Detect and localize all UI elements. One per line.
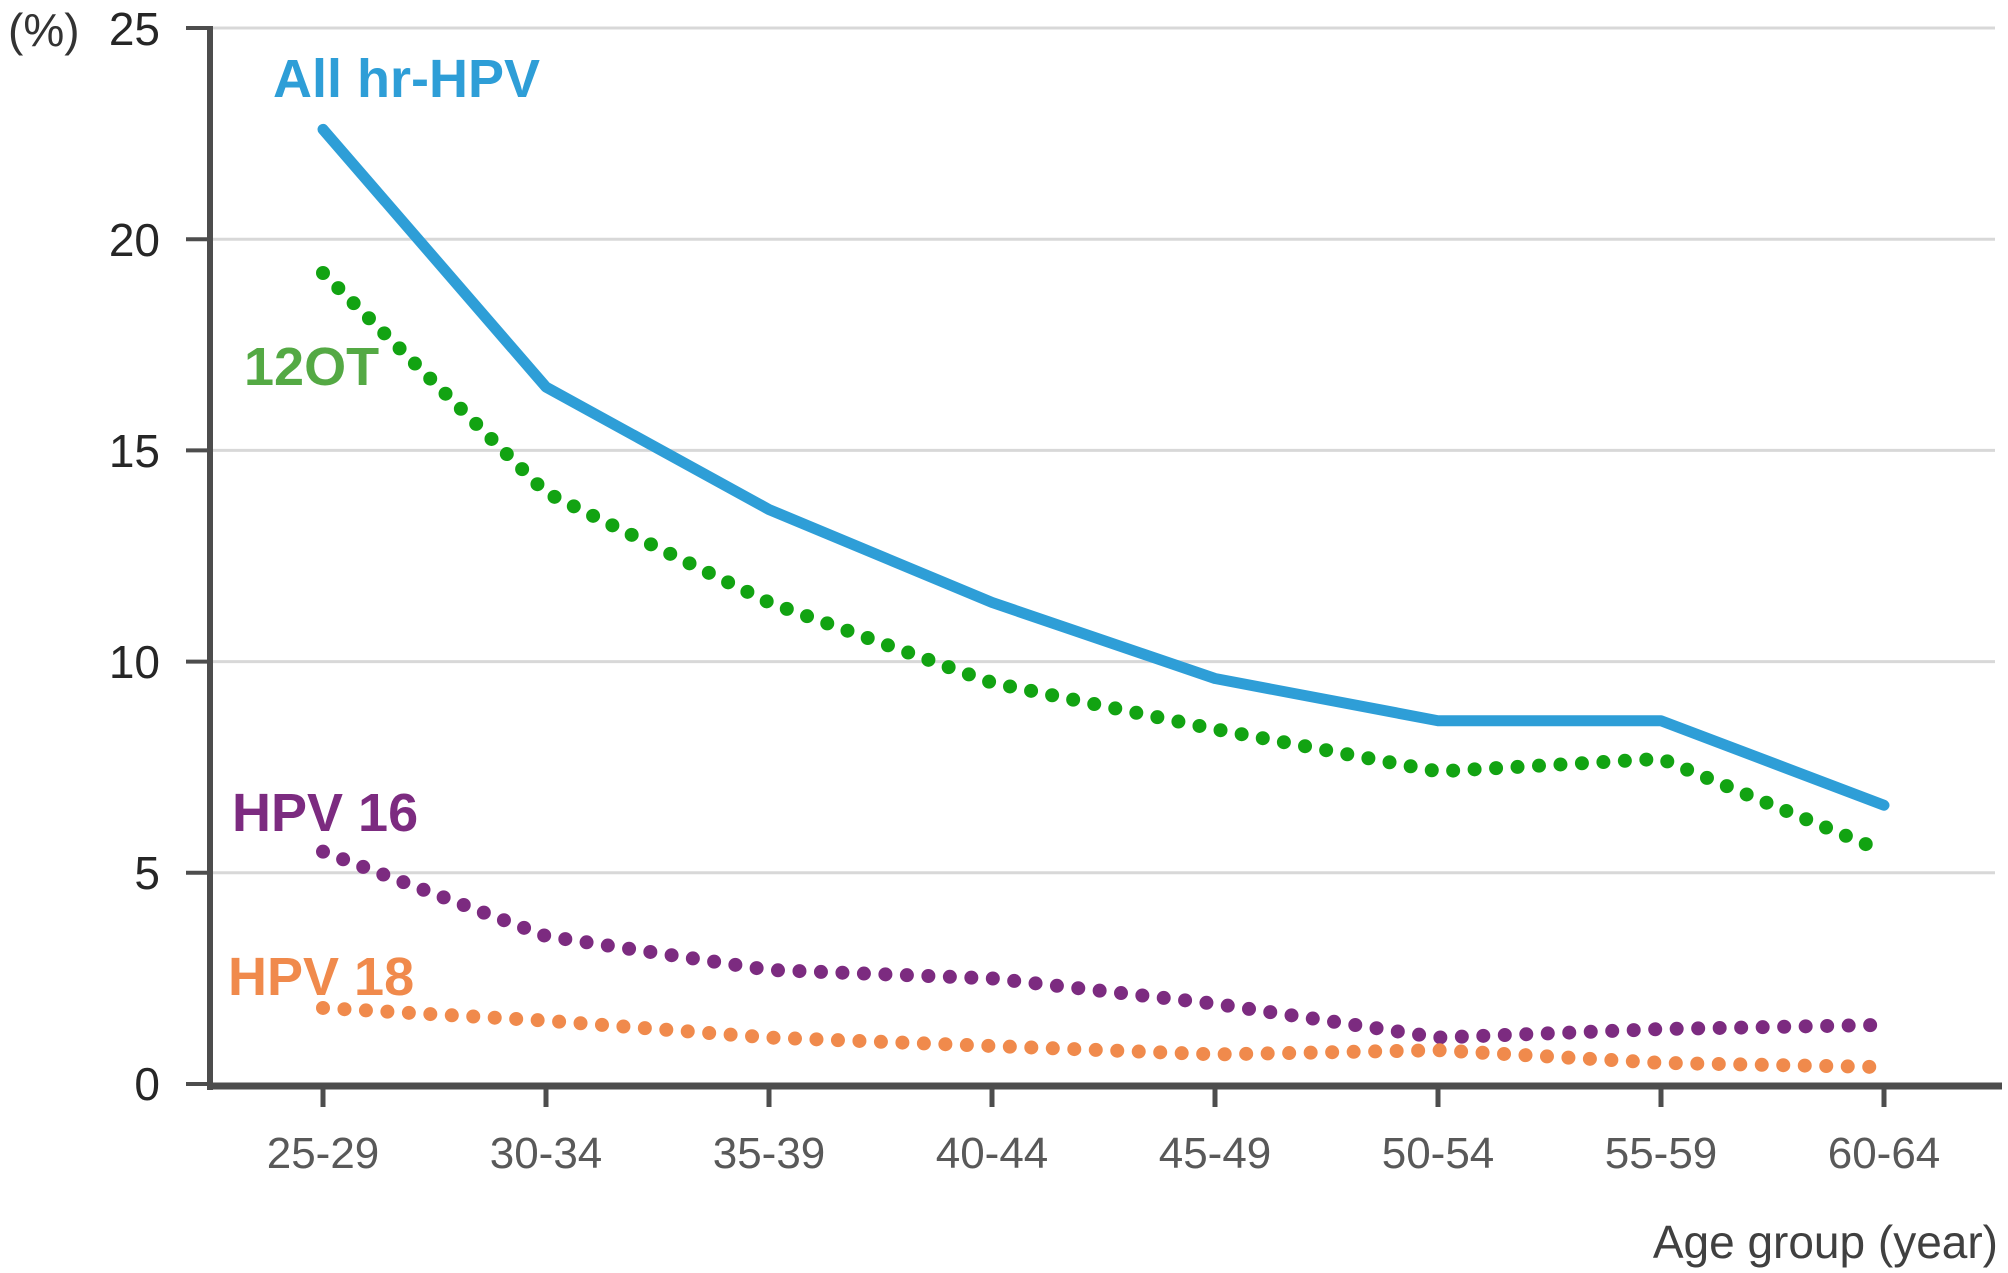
x-tick-label-25-29: 25-29 [267, 1129, 380, 1178]
series-line-hpv-16 [316, 844, 1891, 1045]
y-tick-label-15: 15 [109, 425, 160, 477]
x-tick-label-60-64: 60-64 [1828, 1129, 1941, 1178]
x-tick-label-35-39: 35-39 [713, 1129, 826, 1178]
x-tick-label-40-44: 40-44 [936, 1129, 1049, 1178]
y-axis-unit-label: (%) [8, 4, 80, 56]
series-label-hpv-18: HPV 18 [228, 947, 414, 1007]
x-tick-label-30-34: 30-34 [490, 1129, 603, 1178]
x-tick-label-45-49: 45-49 [1159, 1129, 1272, 1178]
series-line-hpv-18 [316, 1000, 1891, 1075]
series-line-12ot [316, 265, 1891, 859]
x-tick-label-50-54: 50-54 [1382, 1129, 1495, 1178]
y-tick-label-0: 0 [134, 1058, 160, 1110]
x-axis-title: Age group (year) [1653, 1216, 1998, 1268]
y-tick-label-20: 20 [109, 214, 160, 266]
axis-ticks [186, 26, 1887, 1107]
series-group [316, 123, 1891, 1075]
series-label-12ot: 12OT [244, 337, 379, 397]
series-label-hpv-16: HPV 16 [232, 783, 418, 843]
x-tick-label-55-59: 55-59 [1605, 1129, 1718, 1178]
y-tick-label-5: 5 [134, 847, 160, 899]
y-tick-label-25: 25 [109, 3, 160, 55]
y-tick-label-10: 10 [109, 636, 160, 688]
series-label-all-hr-hpv: All hr-HPV [273, 49, 540, 109]
series-line-all-hr-hpv [317, 123, 1890, 811]
